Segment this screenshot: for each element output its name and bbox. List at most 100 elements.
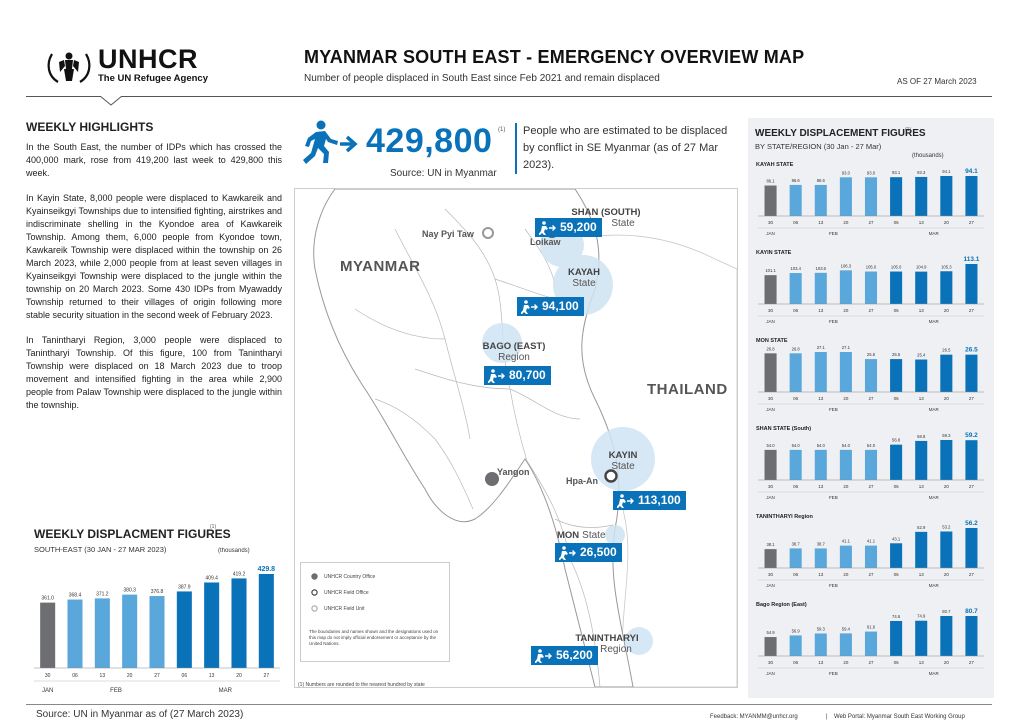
badge-value: 59,200 bbox=[560, 220, 597, 234]
badge-bago-east[interactable]: 80,700 bbox=[484, 366, 551, 385]
state-month-label: MAR bbox=[929, 583, 940, 588]
region-type-text: Region bbox=[600, 644, 632, 655]
state-tick-label: 06 bbox=[793, 484, 799, 489]
state-tick-label: 30 bbox=[768, 660, 774, 665]
state-bar bbox=[915, 271, 928, 304]
state-bar bbox=[764, 275, 777, 304]
state-bar bbox=[890, 543, 903, 568]
state-bar-value-label: 54.0 bbox=[842, 443, 851, 448]
state-bar-value-label: 105.0 bbox=[891, 265, 902, 270]
state-bar-value-label: 26.5 bbox=[965, 347, 978, 354]
state-bar bbox=[814, 352, 827, 392]
state-bar-value-label: 105.0 bbox=[866, 265, 877, 270]
place-hpa-an: Hpa-An bbox=[566, 476, 598, 486]
se-tick-label: 27 bbox=[264, 673, 270, 679]
badge-shan-south[interactable]: 59,200 bbox=[535, 218, 602, 237]
badge-value: 26,500 bbox=[580, 545, 617, 559]
state-chart-title: WEEKLY DISPLACEMENT FIGURES bbox=[755, 128, 926, 139]
state-bar-value-label: 41.1 bbox=[842, 539, 851, 544]
rounding-note: (1) Numbers are rounded to the nearest h… bbox=[298, 682, 425, 688]
region-type-text: State bbox=[611, 218, 635, 229]
field-unit-icon bbox=[311, 605, 318, 612]
footer-feedback-link[interactable]: Feedback: MYANMM@unhcr.org bbox=[710, 714, 798, 720]
footer-portal-link[interactable]: Web Portal: Myanmar South East Working G… bbox=[834, 714, 965, 720]
state-bar-value-label: 93.3 bbox=[917, 170, 926, 175]
state-month-label: JAN bbox=[766, 495, 775, 500]
se-bar-value-label: 387.9 bbox=[178, 584, 191, 590]
state-bar-value-label: 26.8 bbox=[792, 346, 801, 351]
state-bar bbox=[764, 637, 777, 656]
badge-kayah[interactable]: 94,100 bbox=[517, 297, 584, 316]
state-tick-label: 27 bbox=[969, 396, 975, 401]
state-bar-value-label: 25.4 bbox=[917, 353, 926, 358]
state-tick-label: 30 bbox=[768, 572, 774, 577]
legend-item-field-office: UNHCR Field Office bbox=[311, 589, 369, 596]
state-bar bbox=[789, 353, 802, 392]
state-bar-value-label: 105.3 bbox=[941, 264, 952, 269]
state-month-label: FEB bbox=[829, 231, 838, 236]
badge-value: 80,700 bbox=[509, 368, 546, 382]
state-panel-title: KAYIN STATE bbox=[756, 250, 792, 256]
state-tick-label: 20 bbox=[843, 660, 849, 665]
field-office-marker bbox=[604, 469, 618, 483]
se-bar-value-label: 376.8 bbox=[151, 589, 164, 595]
state-bar bbox=[814, 272, 827, 304]
se-bar bbox=[204, 582, 220, 668]
total-source: Source: UN in Myanmar bbox=[390, 168, 497, 179]
state-bar bbox=[940, 616, 953, 656]
footer-divider bbox=[26, 704, 992, 705]
se-bar-value-label: 361.0 bbox=[41, 596, 54, 602]
displaced-person-icon bbox=[488, 368, 505, 383]
state-tick-label: 27 bbox=[868, 572, 874, 577]
state-bar-value-label: 53.2 bbox=[942, 524, 951, 529]
region-name-text: MON bbox=[557, 530, 580, 541]
highlight-paragraph: In the South East, the number of IDPs wh… bbox=[26, 142, 282, 178]
state-tick-label: 27 bbox=[868, 308, 874, 313]
state-month-label: JAN bbox=[766, 583, 775, 588]
page-subtitle: Number of people displaced in South East… bbox=[304, 73, 660, 84]
state-bar bbox=[814, 449, 827, 480]
se-bar bbox=[40, 602, 56, 668]
as-of-date: AS OF 27 March 2023 bbox=[897, 77, 977, 86]
total-description: People who are estimated to be displaced… bbox=[515, 123, 730, 174]
displaced-person-icon bbox=[521, 299, 538, 314]
state-tick-label: 13 bbox=[818, 572, 824, 577]
state-bar bbox=[789, 449, 802, 480]
state-bar-value-label: 86.6 bbox=[792, 178, 801, 183]
state-bar-value-label: 74.9 bbox=[917, 614, 926, 619]
state-bar bbox=[965, 264, 978, 304]
logo-tagline: The UN Refugee Agency bbox=[98, 73, 208, 84]
state-bar bbox=[940, 271, 953, 304]
state-tick-label: 06 bbox=[793, 308, 799, 313]
state-bar-value-label: 93.0 bbox=[867, 170, 876, 175]
state-tick-label: 20 bbox=[944, 660, 950, 665]
state-tick-label: 13 bbox=[818, 220, 824, 225]
state-chart-unit: (thousands) bbox=[912, 153, 944, 159]
state-tick-label: 27 bbox=[868, 396, 874, 401]
state-tick-label: 06 bbox=[894, 572, 900, 577]
state-tick-label: 30 bbox=[768, 484, 774, 489]
state-month-label: JAN bbox=[766, 319, 775, 324]
badge-tanintharyi[interactable]: 56,200 bbox=[531, 646, 598, 665]
total-displaced-value: 429,800 bbox=[366, 122, 493, 160]
state-month-label: MAR bbox=[929, 319, 940, 324]
state-tick-label: 27 bbox=[969, 308, 975, 313]
legend-label: UNHCR Country Office bbox=[324, 573, 376, 580]
state-bar bbox=[864, 545, 878, 568]
region-name-text: SHAN (SOUTH) bbox=[571, 207, 641, 218]
state-bar-value-label: 101.1 bbox=[765, 268, 776, 273]
state-chart-subtitle: BY STATE/REGION (30 Jan - 27 Mar) bbox=[755, 142, 882, 151]
state-bar bbox=[764, 549, 777, 568]
badge-mon[interactable]: 26,500 bbox=[555, 543, 622, 562]
se-bar-value-label: 409.4 bbox=[205, 575, 218, 581]
state-tick-label: 13 bbox=[919, 308, 925, 313]
region-name-text: KAYAH bbox=[567, 267, 601, 278]
se-tick-label: 30 bbox=[45, 673, 51, 679]
badge-kayin[interactable]: 113,100 bbox=[613, 491, 686, 510]
region-label-kayah: KAYAH State bbox=[562, 267, 606, 289]
state-bar bbox=[814, 633, 827, 656]
state-tick-label: 27 bbox=[969, 484, 975, 489]
footer-separator: | bbox=[826, 714, 828, 720]
state-bar-value-label: 25.5 bbox=[867, 352, 876, 357]
state-bar bbox=[965, 616, 978, 656]
